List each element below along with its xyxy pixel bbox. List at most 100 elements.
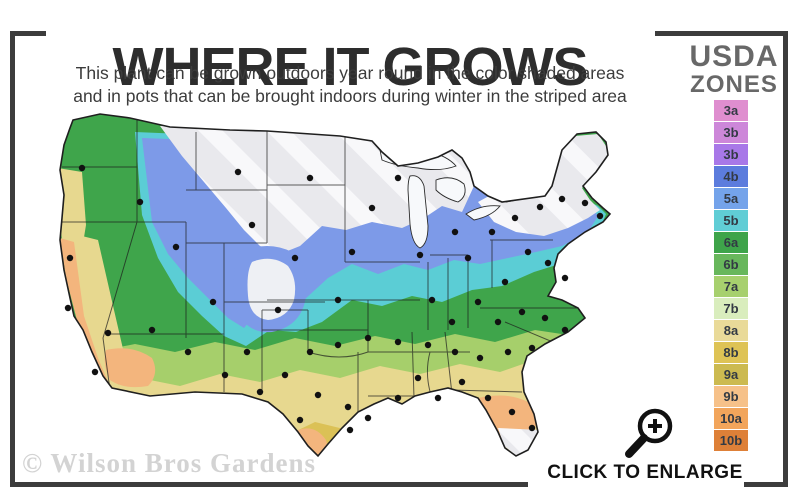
zone-swatch-10a: 10a bbox=[714, 408, 748, 429]
zone-swatch-6b: 6b bbox=[714, 254, 748, 275]
city-dots bbox=[64, 164, 604, 434]
city-dot bbox=[528, 344, 536, 352]
frame-bottom-right bbox=[744, 482, 788, 487]
city-dot bbox=[334, 341, 342, 349]
city-dot bbox=[368, 204, 376, 212]
city-dot bbox=[306, 174, 314, 182]
subtitle-line-2: and in pots that can be brought indoors … bbox=[73, 85, 627, 106]
city-dot bbox=[561, 274, 569, 282]
city-dot bbox=[364, 334, 372, 342]
city-dot bbox=[136, 198, 144, 206]
legend-title-usda: USDA bbox=[689, 40, 779, 73]
city-dot bbox=[256, 388, 264, 396]
city-dot bbox=[394, 174, 402, 182]
city-dot bbox=[428, 296, 436, 304]
city-dot bbox=[334, 296, 342, 304]
city-dot bbox=[344, 403, 352, 411]
city-dot bbox=[474, 298, 482, 306]
city-dot bbox=[394, 394, 402, 402]
zone-swatch-8a: 8a bbox=[714, 320, 748, 341]
city-dot bbox=[528, 424, 536, 432]
frame-right bbox=[783, 31, 788, 487]
watermark: © Wilson Bros Gardens bbox=[22, 448, 316, 478]
city-dot bbox=[508, 408, 516, 416]
city-dot bbox=[504, 348, 512, 356]
city-dot bbox=[364, 414, 372, 422]
city-dot bbox=[243, 348, 251, 356]
subtitle-line-1: This plant can be grown outdoors year ro… bbox=[75, 63, 625, 83]
city-dot bbox=[544, 259, 552, 267]
us-outline bbox=[59, 113, 612, 458]
city-dot bbox=[296, 416, 304, 424]
zone-legend-list: 3a 3b 3b 4b 5a 5b 6a 6b 7a 7b 8a 8b 9a 9b 10a 10b bbox=[714, 100, 748, 452]
city-dot bbox=[172, 243, 180, 251]
zone-swatch-9a: 9a bbox=[714, 364, 748, 385]
zone-swatch-6a: 6a bbox=[714, 232, 748, 253]
state-borders bbox=[60, 120, 582, 414]
city-dot bbox=[484, 394, 492, 402]
city-dot bbox=[414, 374, 422, 382]
city-dot bbox=[291, 254, 299, 262]
zone-swatch-7b: 7b bbox=[714, 298, 748, 319]
zone-swatch-3a: 3a bbox=[714, 100, 748, 121]
zone-swatch-5a: 5a bbox=[714, 188, 748, 209]
city-dot bbox=[494, 318, 502, 326]
city-dot bbox=[209, 298, 217, 306]
city-dot bbox=[596, 212, 604, 220]
city-dot bbox=[148, 326, 156, 334]
city-dot bbox=[464, 254, 472, 262]
city-dot bbox=[346, 426, 354, 434]
city-dot bbox=[221, 371, 229, 379]
city-dot bbox=[434, 394, 442, 402]
city-dot bbox=[184, 348, 192, 356]
city-dot bbox=[306, 348, 314, 356]
zone-swatch-3b: 3b bbox=[714, 144, 748, 165]
city-dot bbox=[536, 203, 544, 211]
city-dot bbox=[581, 199, 589, 207]
city-dot bbox=[458, 378, 466, 386]
legend-title-zones: ZONES bbox=[690, 71, 778, 98]
city-dot bbox=[66, 254, 74, 262]
city-dot bbox=[476, 354, 484, 362]
city-dot bbox=[394, 338, 402, 346]
city-dot bbox=[104, 329, 112, 337]
city-dot bbox=[234, 168, 242, 176]
frame-top-left bbox=[10, 31, 46, 36]
usda-zones-legend-title: USDA ZONES bbox=[688, 40, 780, 98]
city-dot bbox=[314, 391, 322, 399]
city-dot bbox=[274, 306, 282, 314]
enlarge-label[interactable]: CLICK TO ENLARGE bbox=[547, 462, 743, 483]
city-dot bbox=[348, 248, 356, 256]
zone-swatch-7a: 7a bbox=[714, 276, 748, 297]
zone-swatch-10b: 10b bbox=[714, 430, 748, 451]
magnifier-plus-icon[interactable] bbox=[607, 402, 682, 464]
zone-swatch-3b: 3b bbox=[714, 122, 748, 143]
city-dot bbox=[424, 341, 432, 349]
city-dot bbox=[448, 318, 456, 326]
city-dot bbox=[518, 308, 526, 316]
city-dot bbox=[524, 248, 532, 256]
city-dot bbox=[501, 278, 509, 286]
zone-swatch-5b: 5b bbox=[714, 210, 748, 231]
city-dot bbox=[451, 228, 459, 236]
city-dot bbox=[561, 326, 569, 334]
zone-swatch-8b: 8b bbox=[714, 342, 748, 363]
city-dot bbox=[91, 368, 99, 376]
city-dot bbox=[488, 228, 496, 236]
page-title: WHERE IT GROWS bbox=[112, 37, 589, 98]
city-dot bbox=[281, 371, 289, 379]
city-dot bbox=[451, 348, 459, 356]
city-dot bbox=[541, 314, 549, 322]
frame-left bbox=[10, 31, 15, 487]
city-dot bbox=[78, 164, 86, 172]
frame-bottom-left bbox=[10, 482, 528, 487]
subtitle: This plant can be grown outdoors year ro… bbox=[40, 62, 660, 108]
frame-top-right bbox=[655, 31, 788, 36]
zone-swatch-4b: 4b bbox=[714, 166, 748, 187]
city-dot bbox=[248, 221, 256, 229]
zone-swatch-9b: 9b bbox=[714, 386, 748, 407]
city-dot bbox=[416, 251, 424, 259]
city-dot bbox=[64, 304, 72, 312]
